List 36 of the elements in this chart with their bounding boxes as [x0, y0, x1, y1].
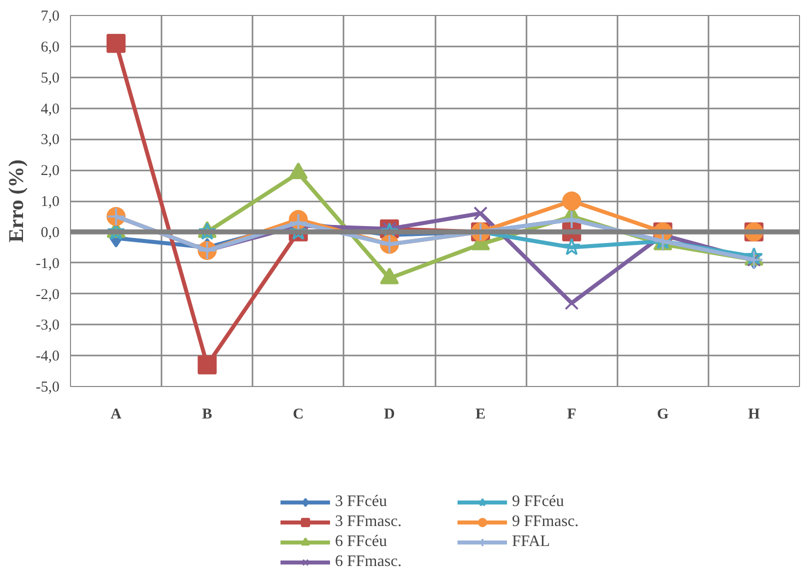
legend-label: 9 FFmasc.	[512, 513, 580, 531]
x-tick-label: H	[748, 406, 760, 422]
y-tick-label: -4,0	[36, 348, 60, 365]
legend-label: 9 FFcéu	[512, 493, 565, 511]
point	[562, 192, 582, 210]
y-axis-title: Erro (%)	[4, 159, 28, 243]
point	[562, 210, 582, 230]
point	[564, 296, 579, 310]
x-tick-label: B	[202, 406, 212, 422]
y-tick-label: 5,0	[40, 70, 60, 86]
y-tick-label: 6,0	[40, 39, 60, 56]
x-tick-label: C	[292, 406, 304, 422]
y-tick-label: -3,0	[36, 318, 60, 334]
y-tick-label: 0,0	[40, 224, 60, 241]
x-tick-label: E	[476, 406, 486, 422]
y-tick-label: 2,0	[40, 163, 60, 180]
x-tick-label: F	[567, 406, 576, 422]
point	[474, 206, 488, 220]
legend-label: FFAL	[512, 533, 551, 551]
y-tick-label: -1,0	[36, 256, 60, 272]
point	[106, 34, 126, 53]
y-tick-label: 7,0	[40, 8, 60, 24]
y-tick-label: 1,0	[40, 194, 60, 210]
legend-label: 6 FFmasc.	[335, 553, 403, 571]
y-tick-label: -2,0	[36, 286, 60, 303]
y-tick-label: -5,0	[36, 380, 60, 396]
x-tick-label: G	[656, 406, 669, 422]
y-tick-label: 4,0	[40, 101, 60, 118]
point	[198, 355, 217, 374]
x-tick-label: A	[110, 406, 122, 422]
point	[562, 238, 581, 256]
x-tick-label: D	[384, 406, 396, 422]
legend-label: 6 FFcéu	[335, 533, 388, 551]
legend-label: 3 FFcéu	[335, 493, 388, 511]
y-tick-label: 3,0	[40, 132, 60, 148]
legend-label: 3 FFmasc.	[335, 513, 403, 531]
